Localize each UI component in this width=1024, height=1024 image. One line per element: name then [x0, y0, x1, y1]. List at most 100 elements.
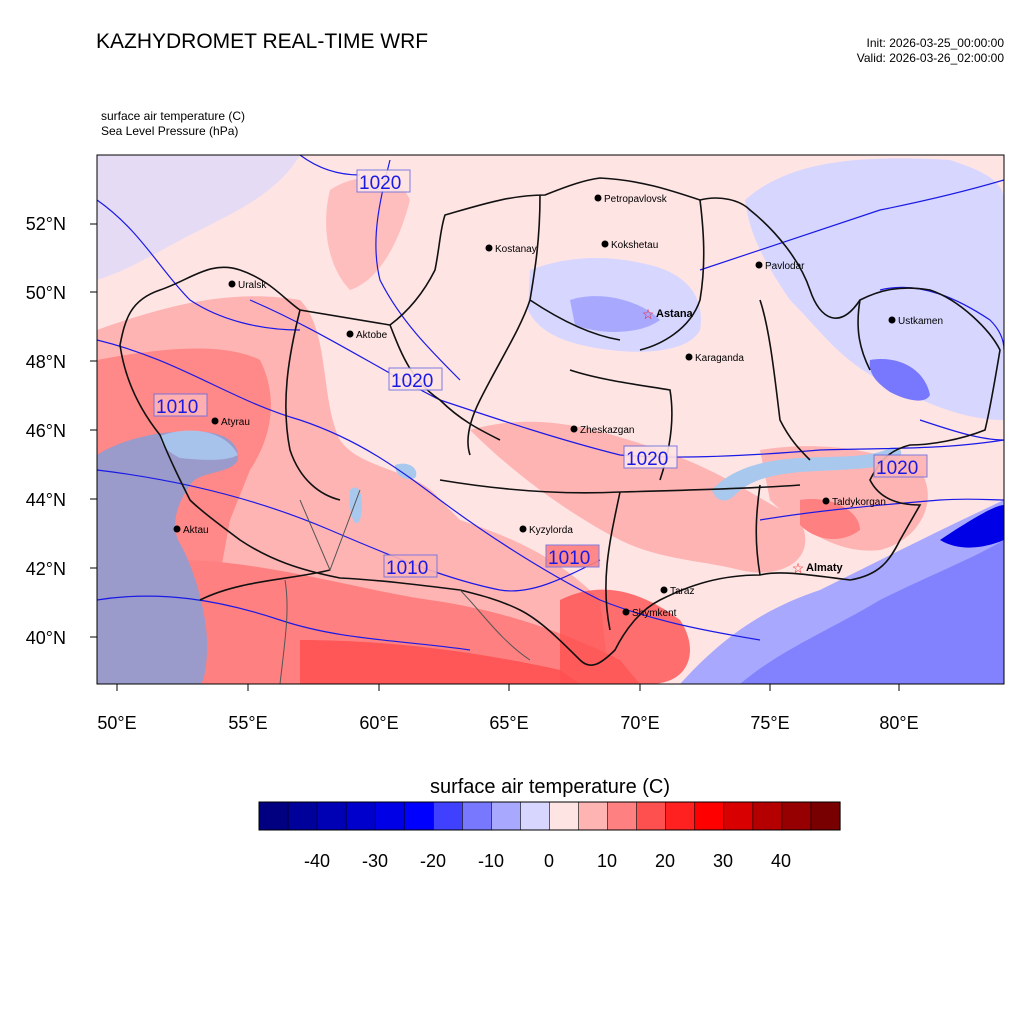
lon-label: 65°E: [489, 713, 528, 733]
city-label-zheskazgan: Zheskazgan: [580, 425, 634, 436]
map-frame: [96, 154, 1005, 685]
city-label-kyzylorda: Kyzylorda: [529, 525, 573, 536]
colorbar-swatch: [520, 801, 551, 831]
city-label-pavlodar: Pavlodar: [765, 261, 805, 272]
aral-sea: [349, 487, 362, 524]
lat-label: 40°N: [26, 628, 66, 648]
lon-label: 80°E: [879, 713, 918, 733]
colorbar-swatch: [345, 801, 376, 831]
colorbar-swatch: [491, 801, 522, 831]
colorbar-tick: 30: [713, 851, 733, 871]
colorbar-frame: [258, 801, 841, 831]
isobar-label: 1010: [156, 397, 198, 418]
colorbar-swatch: [258, 801, 289, 831]
lat-label: 48°N: [26, 352, 66, 372]
cool-zone-northeast: [745, 158, 1004, 420]
colorbar-swatch: [374, 801, 405, 831]
city-label-uralsk: Uralsk: [238, 280, 267, 291]
lat-label: 46°N: [26, 421, 66, 441]
lon-label: 70°E: [620, 713, 659, 733]
colorbar-swatch: [287, 801, 318, 831]
colorbar-tick: -10: [478, 851, 504, 871]
admin-borders: [119, 177, 1001, 666]
lat-label: 42°N: [26, 559, 66, 579]
colorbar-tick: 20: [655, 851, 675, 871]
city-label-kostanay: Kostanay: [495, 244, 537, 255]
warm-zone-north: [326, 177, 410, 290]
capital-star-icon: ☆: [642, 306, 655, 322]
city-label-taldykorgan: Taldykorgan: [832, 497, 886, 508]
isobar-label: 1010: [548, 548, 590, 569]
field-label-pressure: Sea Level Pressure (hPa): [101, 124, 239, 138]
aral-north: [395, 463, 417, 480]
colorbar-title: surface air temperature (C): [430, 776, 670, 798]
lon-label: 55°E: [228, 713, 267, 733]
hot-zone-south: [180, 560, 640, 684]
longitude-labels: 50°E 55°E 60°E 65°E 70°E 75°E 80°E: [97, 713, 918, 733]
colorbar-tick: 40: [771, 851, 791, 871]
city-label-almaty: Almaty: [806, 562, 844, 574]
colorbar-swatch: [752, 801, 783, 831]
lat-label: 44°N: [26, 490, 66, 510]
coldest-peaks: [940, 505, 1004, 548]
hot-zone-shymkent: [560, 589, 690, 684]
lake-balkhash: [712, 447, 902, 501]
colorbar-swatch: [694, 801, 725, 831]
colorbar-swatch: [549, 801, 580, 831]
city-label-ustkamen: Ustkamen: [898, 316, 943, 327]
isobar-label: 1020: [359, 173, 401, 194]
colder-mountains-southeast: [740, 540, 1004, 684]
isobar-label: 1020: [876, 458, 918, 479]
isobar-label: 1010: [386, 558, 428, 579]
colorbar-swatch: [781, 801, 812, 831]
cold-pocket-ustkamen: [869, 359, 930, 401]
lon-label: 50°E: [97, 713, 136, 733]
capital-star-icon: ☆: [792, 560, 805, 576]
city-label-petropavlovsk: Petropavlovsk: [604, 194, 668, 205]
colorbar: [258, 801, 841, 831]
colorbar-tick: 0: [544, 851, 554, 871]
field-label-temperature: surface air temperature (C): [101, 109, 246, 123]
map-title: KAZHYDROMET REAL-TIME WRF: [96, 30, 429, 53]
lon-label: 75°E: [750, 713, 789, 733]
city-label-aktau: Aktau: [183, 525, 209, 536]
colorbar-tick: -40: [304, 851, 330, 871]
colorbar-tick-labels: -40 -30 -20 -10 0 10 20 30 40: [304, 851, 791, 871]
hottest-zone-south: [300, 640, 580, 684]
lat-label: 50°N: [26, 283, 66, 303]
isobar-labels: 1020 1020 1010 1020 1020 1010 1010: [153, 169, 928, 579]
warm-zone-central-south: [470, 421, 806, 573]
colorbar-swatch: [403, 801, 434, 831]
map-panel: [97, 155, 1004, 684]
city-markers: Petropavlovsk Kostanay Kokshetau Pavloda…: [173, 194, 943, 619]
colorbar-swatch: [432, 801, 463, 831]
city-label-astana: Astana: [656, 308, 694, 320]
city-label-kokshetau: Kokshetau: [611, 240, 658, 251]
colorbar-tick: -20: [420, 851, 446, 871]
colorbar-swatch: [607, 801, 638, 831]
axis-ticks: [90, 223, 900, 691]
caspian-shelf: [160, 430, 238, 460]
colorbar-swatch: [810, 801, 841, 831]
mild-zone-karaganda: [560, 353, 794, 440]
neighbor-borders: [279, 489, 531, 684]
lat-label: 52°N: [26, 214, 66, 234]
colorbar-swatch: [316, 801, 347, 831]
colorbar-swatch: [578, 801, 609, 831]
colorbar-tick: -30: [362, 851, 388, 871]
cold-core-astana: [570, 296, 660, 332]
colorbar-swatch: [462, 801, 493, 831]
city-label-atyrau: Atyrau: [221, 417, 250, 428]
valid-time: Valid: 2026-03-26_02:00:00: [856, 51, 1004, 65]
city-label-taraz: Taraz: [670, 586, 694, 597]
city-label-shymkent: Shymkent: [632, 608, 677, 619]
init-time: Init: 2026-03-25_00:00:00: [866, 36, 1004, 50]
colorbar-swatch: [665, 801, 696, 831]
isobar-label: 1020: [626, 449, 668, 470]
colorbar-swatch: [723, 801, 754, 831]
city-label-aktobe: Aktobe: [356, 330, 388, 341]
lon-label: 60°E: [359, 713, 398, 733]
isobar-label: 1020: [391, 371, 433, 392]
caspian-sea: [97, 431, 239, 684]
